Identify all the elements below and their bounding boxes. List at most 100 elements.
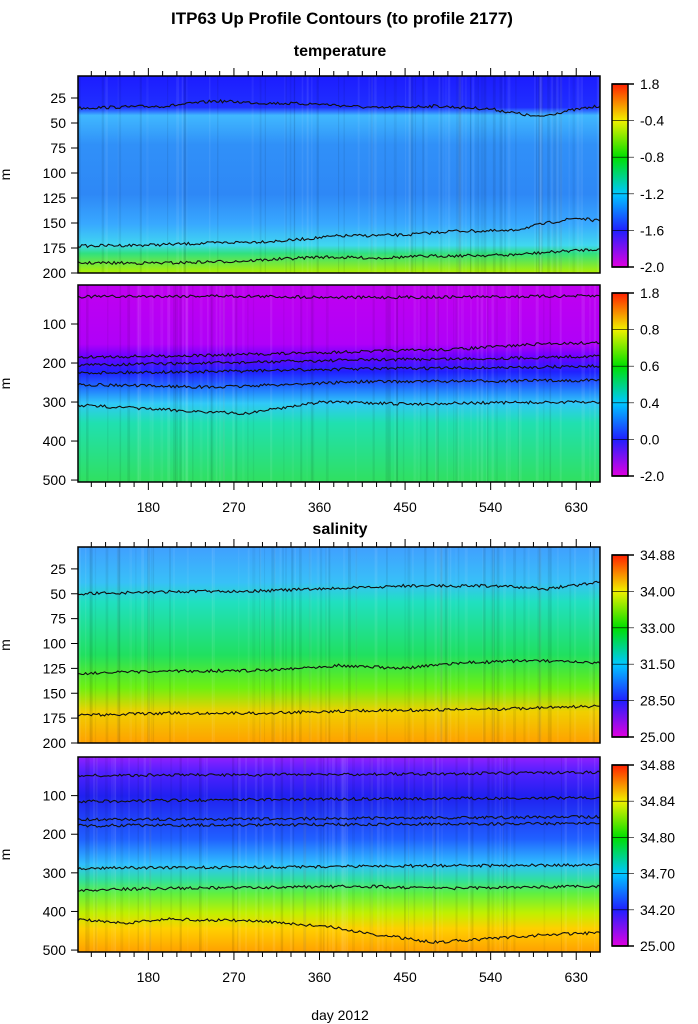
y-tick-label: 100 bbox=[43, 165, 67, 181]
contour-line-7 bbox=[77, 917, 601, 944]
profile-streak bbox=[542, 285, 545, 482]
profile-streak bbox=[167, 285, 171, 482]
profile-streak bbox=[509, 757, 512, 952]
profile-streak bbox=[203, 757, 206, 952]
profile-streak bbox=[513, 757, 516, 952]
profile-streak bbox=[440, 547, 444, 743]
profile-streak bbox=[85, 757, 87, 952]
profile-streak bbox=[559, 76, 563, 273]
profile-streak bbox=[439, 547, 443, 743]
y-tick-label: 500 bbox=[43, 942, 67, 958]
profile-streak bbox=[222, 285, 226, 482]
profile-streak bbox=[480, 285, 484, 482]
heatmap-field bbox=[78, 285, 600, 482]
profile-streak bbox=[294, 547, 297, 743]
profile-streak bbox=[138, 285, 142, 482]
profile-streak bbox=[206, 757, 208, 952]
profile-streak bbox=[143, 757, 146, 952]
profile-streak bbox=[183, 76, 186, 273]
panel-4: 100200300400500m18027036045054063034.883… bbox=[0, 756, 675, 985]
profile-streak bbox=[464, 76, 467, 273]
profile-streak bbox=[291, 547, 294, 743]
profile-streak bbox=[352, 757, 355, 952]
y-tick-label: 300 bbox=[43, 394, 67, 410]
profile-streak bbox=[95, 757, 98, 952]
profile-streak bbox=[458, 76, 461, 273]
profile-streak bbox=[185, 285, 188, 482]
colorbar-scale bbox=[611, 764, 629, 947]
colorbar-tick-label: 0.0 bbox=[640, 431, 660, 447]
profile-streak bbox=[222, 285, 225, 482]
profile-streak bbox=[232, 285, 235, 482]
profile-streak bbox=[167, 76, 169, 273]
profile-streak bbox=[117, 547, 119, 743]
contour-line-6 bbox=[78, 884, 601, 893]
y-tick-label: 125 bbox=[43, 660, 67, 676]
profile-streak bbox=[482, 547, 484, 743]
profile-streak bbox=[415, 285, 417, 482]
colorbar-tick-label: 34.70 bbox=[640, 866, 675, 882]
profile-streak bbox=[273, 547, 276, 743]
colorbar: 1.8 -0.4 -0.8 -1.2 -1.6 -2.0 bbox=[611, 76, 664, 275]
profile-streak bbox=[299, 547, 302, 743]
profile-streak bbox=[569, 547, 572, 743]
profile-streak bbox=[329, 757, 331, 952]
y-tick-label: 200 bbox=[43, 355, 67, 371]
profile-streak bbox=[119, 76, 122, 273]
profile-streak bbox=[476, 285, 479, 482]
profile-streak bbox=[446, 285, 449, 482]
profile-streak bbox=[591, 547, 593, 743]
colorbar-tick-label: 34.88 bbox=[640, 547, 675, 563]
profile-streak bbox=[469, 76, 472, 273]
profile-streak bbox=[322, 757, 325, 952]
profile-streak bbox=[215, 285, 218, 482]
profile-streak bbox=[173, 285, 176, 482]
profile-streak bbox=[519, 285, 522, 482]
profile-streak bbox=[446, 547, 449, 743]
profile-streak bbox=[433, 757, 436, 952]
profile-streak bbox=[409, 76, 412, 273]
contour-line-5 bbox=[77, 863, 601, 871]
profile-streak bbox=[292, 757, 295, 952]
profile-streak bbox=[547, 547, 551, 743]
profile-streak bbox=[182, 285, 184, 482]
profile-streak bbox=[420, 285, 422, 482]
profile-streak bbox=[137, 757, 139, 952]
profile-streak bbox=[396, 285, 398, 482]
y-tick-label: 150 bbox=[43, 215, 67, 231]
profile-streak bbox=[186, 76, 188, 273]
profile-streak bbox=[464, 547, 468, 743]
profile-streak bbox=[319, 547, 323, 743]
profile-streak bbox=[492, 547, 496, 743]
profile-streak bbox=[549, 285, 552, 482]
x-tick-label: 270 bbox=[222, 499, 246, 515]
colorbar-tick-label: -2.0 bbox=[640, 468, 664, 484]
profile-streak bbox=[285, 547, 287, 743]
profile-streak bbox=[402, 285, 405, 482]
profile-streak bbox=[393, 76, 397, 273]
x-tick-label: 540 bbox=[479, 499, 503, 515]
plot-frame bbox=[77, 75, 601, 274]
profile-streak bbox=[104, 757, 108, 952]
profile-streak bbox=[325, 547, 329, 743]
colorbar-tick-label: -1.6 bbox=[640, 222, 664, 238]
profile-streak bbox=[346, 757, 349, 952]
profile-streak bbox=[370, 757, 374, 952]
profile-streak bbox=[502, 757, 505, 952]
profile-streak bbox=[355, 547, 358, 743]
profile-streak bbox=[187, 757, 189, 952]
profile-streak bbox=[216, 76, 219, 273]
profile-streak bbox=[589, 285, 591, 482]
profile-streak bbox=[116, 547, 120, 743]
colorbar: 34.88 34.84 34.80 34.70 34.20 25.00 bbox=[611, 757, 675, 954]
y-tick-label: 100 bbox=[43, 636, 67, 652]
profile-streak bbox=[407, 757, 410, 952]
x-tick-label: 270 bbox=[222, 969, 246, 985]
profile-streak bbox=[457, 547, 460, 743]
profile-streak bbox=[460, 285, 464, 482]
profile-streak bbox=[357, 76, 360, 273]
plot-frame bbox=[77, 756, 601, 953]
profile-streak bbox=[551, 76, 554, 273]
profile-streak bbox=[127, 285, 131, 482]
profile-streak bbox=[580, 757, 583, 952]
